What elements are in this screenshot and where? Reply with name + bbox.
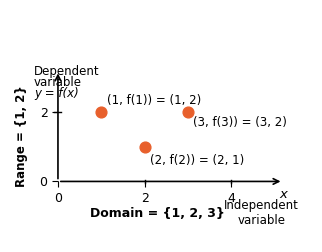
Text: (2, f(2)) = (2, 1): (2, f(2)) = (2, 1)	[150, 154, 244, 167]
Text: Range = {1, 2}: Range = {1, 2}	[14, 85, 28, 187]
Point	[99, 110, 104, 114]
Point	[185, 110, 191, 114]
Point	[142, 145, 147, 149]
Text: Independent
variable: Independent variable	[224, 200, 299, 228]
Text: (3, f(3)) = (3, 2): (3, f(3)) = (3, 2)	[193, 116, 287, 129]
Text: Dependent: Dependent	[34, 65, 100, 78]
Text: x: x	[279, 188, 287, 201]
Text: y = f(x): y = f(x)	[34, 87, 79, 100]
Text: variable: variable	[34, 76, 82, 89]
Text: (1, f(1)) = (1, 2): (1, f(1)) = (1, 2)	[107, 94, 201, 107]
Text: Domain = {1, 2, 3}: Domain = {1, 2, 3}	[90, 207, 225, 220]
